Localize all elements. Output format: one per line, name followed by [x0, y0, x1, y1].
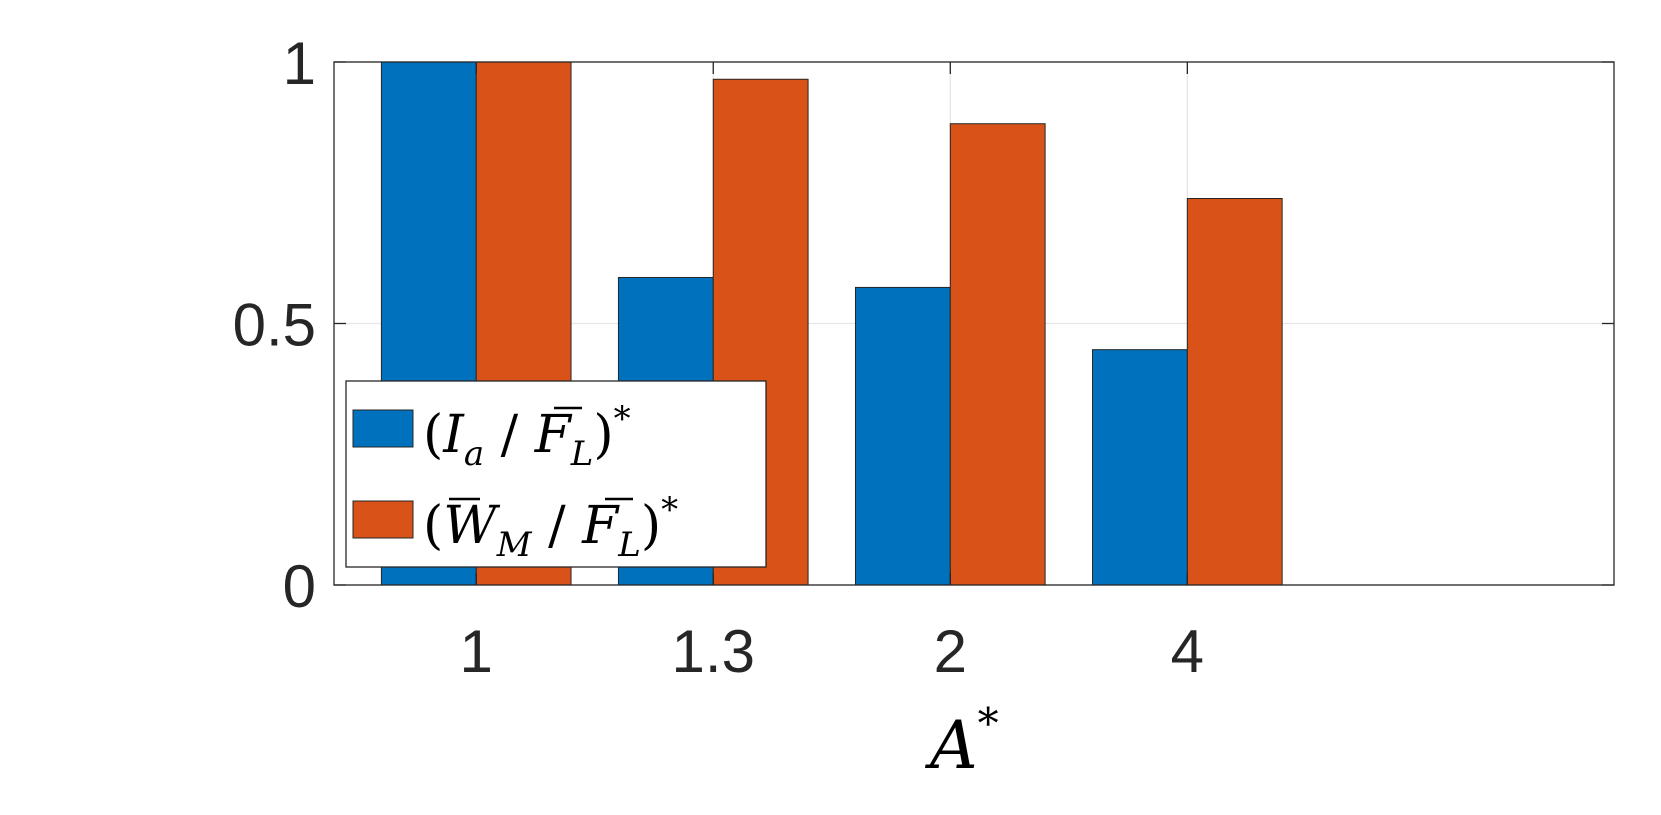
x-tick-label: 1 — [460, 618, 493, 685]
legend-label-series-2: (WM / FL)* — [423, 490, 678, 565]
bar-series-2-4 — [1186, 198, 1283, 586]
y-tick-label: 0.5 — [233, 292, 316, 359]
x-tick-label: 2 — [934, 618, 967, 685]
legend-swatch-series-2 — [352, 500, 414, 539]
y-tick-label: 1 — [283, 30, 316, 97]
legend-swatch-series-1 — [352, 409, 414, 448]
bar-series-1-2 — [854, 286, 951, 586]
x-tick-label: 1.3 — [672, 618, 755, 685]
legend-box — [345, 380, 767, 568]
axis-ticks — [334, 61, 1614, 586]
bar-series-2-2 — [949, 123, 1046, 586]
x-tick-labels: 1 1.3 2 4 — [460, 618, 1204, 685]
x-tick-label: 4 — [1171, 618, 1204, 685]
bar-series-1-4 — [1092, 349, 1188, 586]
y-tick-labels: 00.51 — [233, 30, 316, 620]
y-tick-label: 0 — [283, 553, 316, 620]
legend-label-series-1: (Ia / FL)* — [423, 399, 631, 474]
legend: (Ia / FL)* (WM / FL)* — [345, 380, 767, 568]
